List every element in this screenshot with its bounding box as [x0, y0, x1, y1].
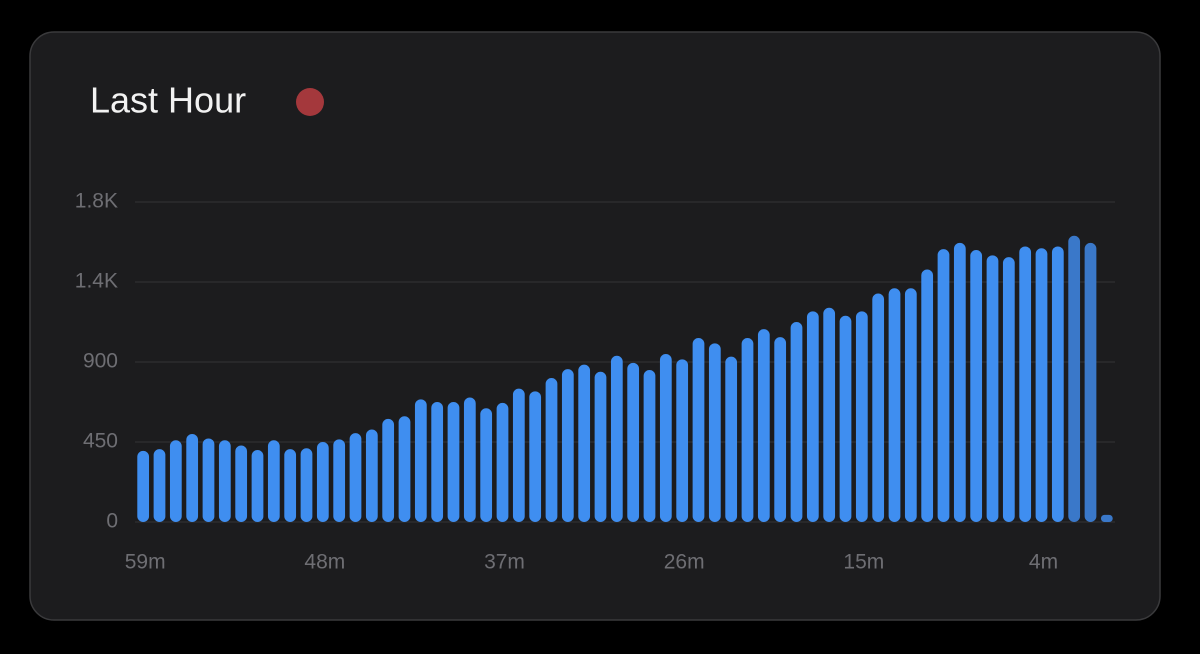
bar — [496, 402, 509, 522]
bar — [169, 440, 182, 522]
x-tick-label: 59m — [125, 551, 166, 574]
bar — [970, 250, 983, 522]
bar — [251, 450, 264, 522]
bar — [218, 440, 231, 522]
bar — [692, 338, 705, 522]
plot: 0 450 900 1.4K 1.8K 59m 48m 37m 26m 15m 4m — [75, 190, 1115, 574]
bar — [741, 338, 754, 522]
bar — [463, 397, 476, 522]
bar — [1084, 242, 1097, 522]
bar — [398, 416, 411, 522]
bar — [1100, 514, 1113, 522]
bar — [1068, 235, 1081, 522]
bar — [447, 402, 460, 522]
bar — [921, 269, 934, 522]
bar — [1002, 257, 1015, 522]
bar — [186, 434, 199, 522]
bar — [953, 242, 966, 522]
x-tick-label: 4m — [1029, 551, 1058, 574]
bar — [512, 388, 525, 522]
bar — [610, 355, 623, 522]
bar — [153, 449, 166, 522]
bar — [578, 364, 591, 522]
y-tick-label: 0 — [106, 510, 118, 533]
bar — [284, 449, 297, 522]
bar — [904, 288, 917, 522]
y-tick-label: 1.4K — [75, 270, 118, 293]
bar — [545, 378, 558, 522]
x-tick-label: 26m — [664, 551, 705, 574]
bar — [561, 369, 574, 522]
bar — [790, 322, 803, 522]
bar — [774, 337, 787, 522]
bar — [349, 433, 362, 522]
bar — [316, 442, 329, 522]
x-tick-label: 37m — [484, 551, 525, 574]
x-tick-label: 15m — [843, 551, 884, 574]
bar — [333, 439, 346, 522]
bar — [267, 440, 280, 522]
bar — [529, 391, 542, 522]
y-tick-label: 900 — [83, 350, 118, 373]
bar — [300, 448, 313, 522]
bar — [643, 370, 656, 522]
bar — [414, 399, 427, 522]
bar — [1019, 246, 1032, 522]
bar — [986, 255, 999, 523]
bar — [594, 371, 607, 522]
bar — [1051, 246, 1064, 522]
bar — [365, 429, 378, 522]
bar — [235, 445, 248, 522]
bar — [137, 450, 150, 522]
bar — [888, 288, 901, 522]
bar — [937, 249, 950, 522]
x-tick-label: 48m — [304, 551, 345, 574]
bar — [823, 307, 836, 522]
live-indicator — [296, 88, 324, 116]
bar — [382, 418, 395, 522]
bar — [708, 343, 721, 522]
y-tick-label: 450 — [83, 430, 118, 453]
bar — [431, 402, 444, 522]
bar — [855, 311, 868, 522]
y-tick-label: 1.8K — [75, 190, 118, 213]
bar — [725, 356, 738, 522]
card-title: Last Hour — [90, 80, 246, 121]
bar — [839, 315, 852, 522]
bar — [480, 408, 493, 522]
bar — [1035, 248, 1048, 522]
bar — [757, 329, 770, 522]
bar — [806, 311, 819, 522]
bar — [872, 293, 885, 522]
bar — [627, 362, 640, 522]
bar — [659, 354, 672, 522]
bar — [202, 438, 215, 522]
bar — [676, 359, 689, 522]
